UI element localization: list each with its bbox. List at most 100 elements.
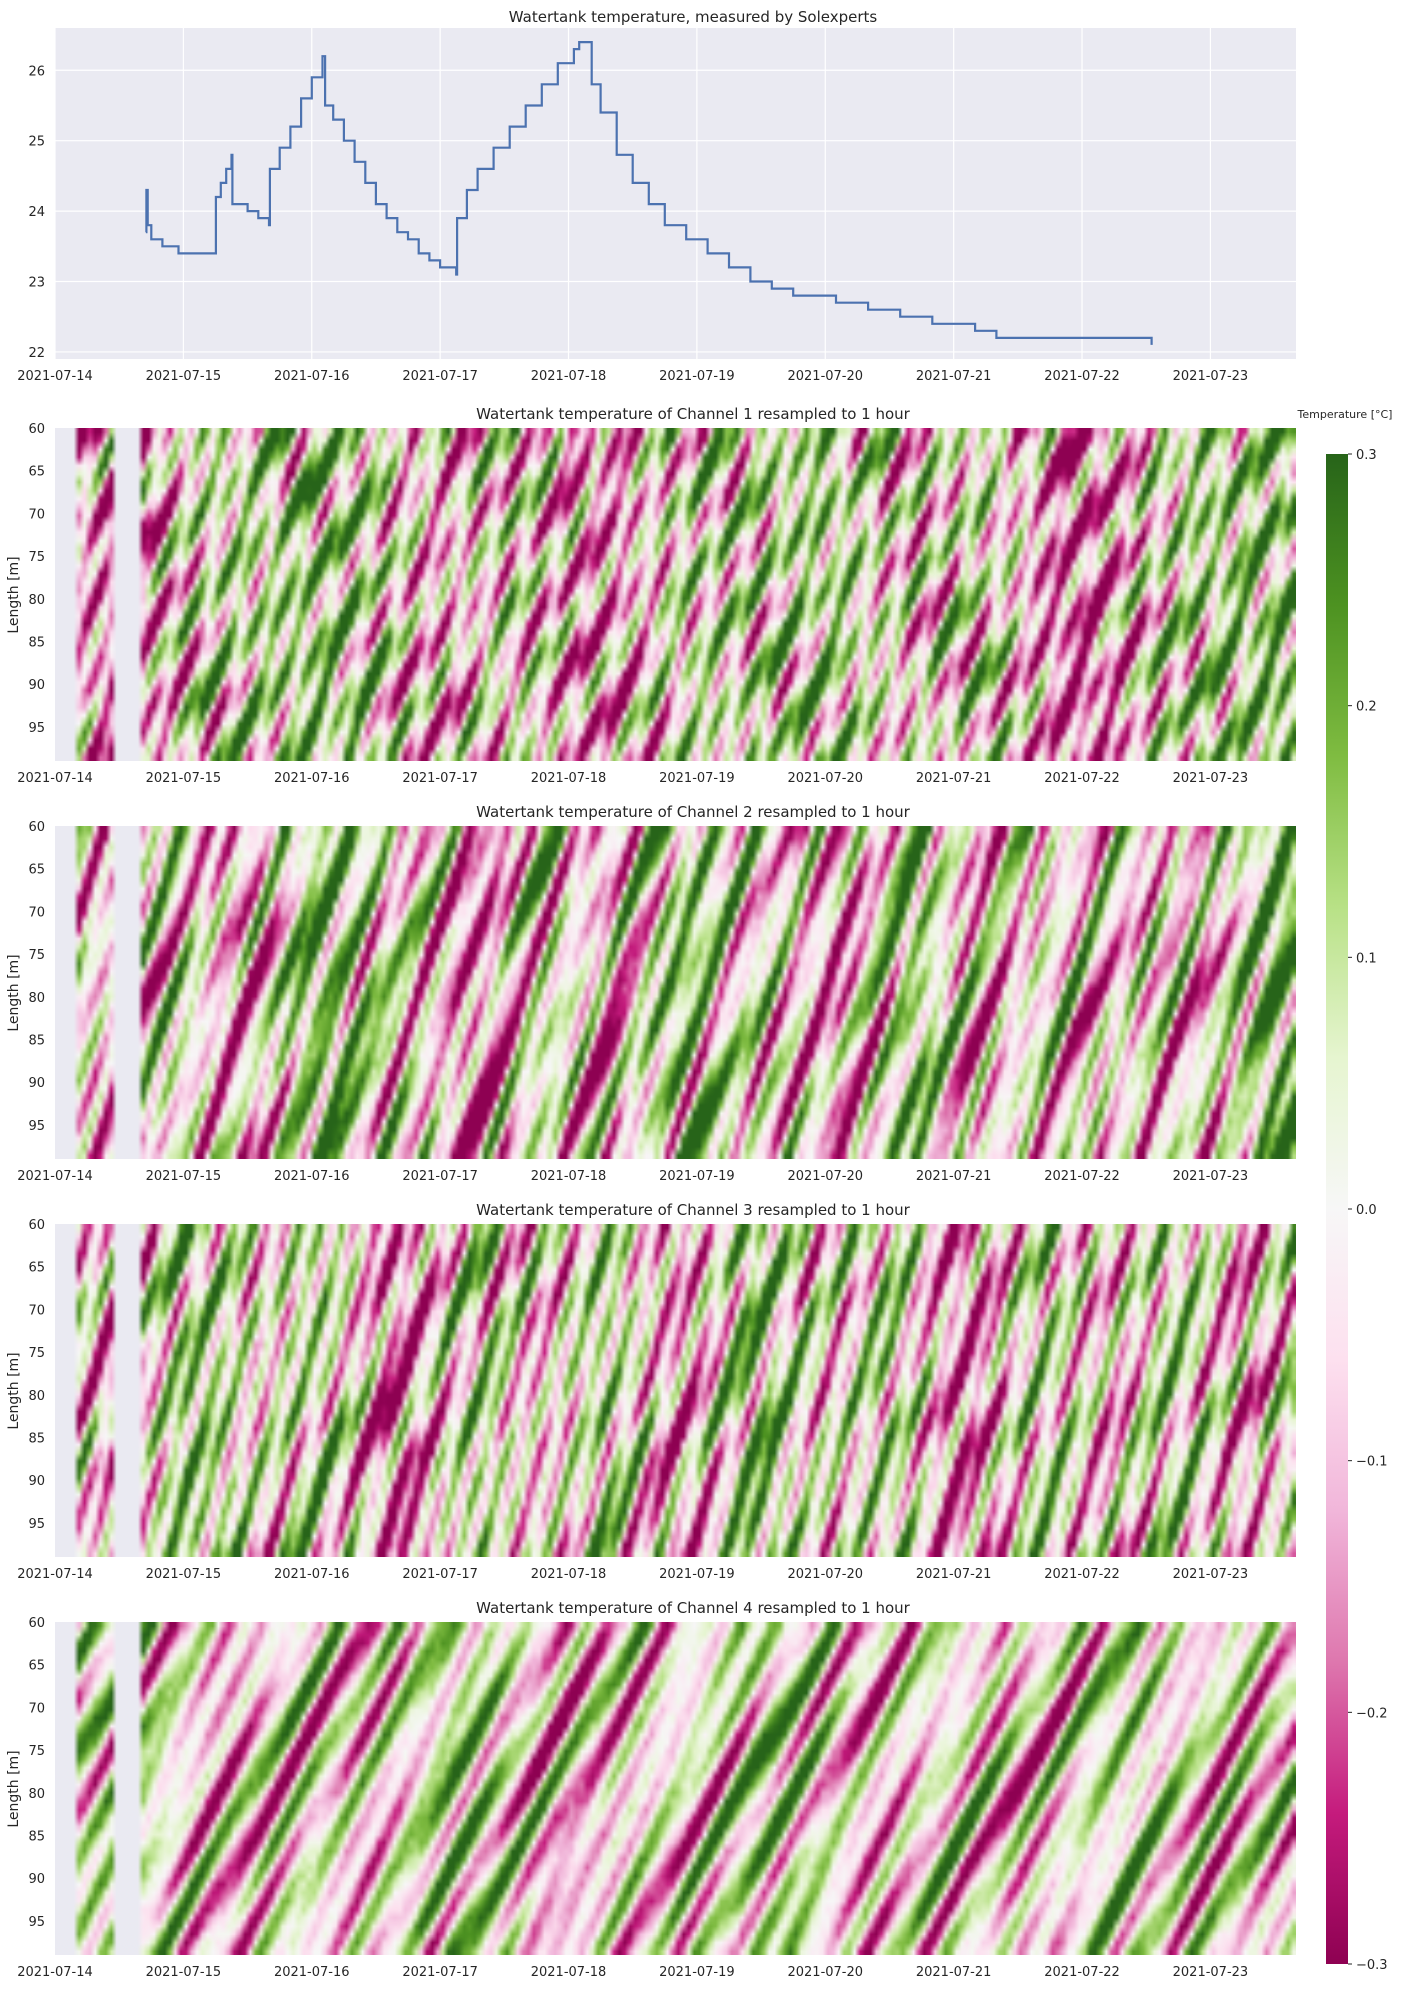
- series-line: [145, 41, 1153, 345]
- heatmap-4-title: Watertank temperature of Channel 4 resam…: [476, 1599, 911, 1617]
- x-tick-label: 2021-07-20: [787, 1169, 863, 1184]
- x-tick-label: 2021-07-19: [659, 1169, 735, 1184]
- heatmap-image: [55, 1224, 1296, 1557]
- y-tick-label: 70: [28, 905, 45, 920]
- x-tick-label: 2021-07-16: [274, 369, 350, 384]
- x-tick-label: 2021-07-21: [916, 771, 992, 786]
- x-tick-label: 2021-07-19: [659, 1965, 735, 1980]
- x-tick-label: 2021-07-14: [17, 369, 93, 384]
- x-tick-label: 2021-07-15: [146, 1169, 222, 1184]
- line-chart-y-ticks: 22 23 24 25 26: [28, 64, 45, 361]
- x-tick-label: 2021-07-19: [659, 771, 735, 786]
- line-chart-x-ticks: 2021-07-14 2021-07-15 2021-07-16 2021-07-17…: [17, 369, 1248, 384]
- x-tick-label: 2021-07-16: [274, 1169, 350, 1184]
- colorbar-label: Temperature [°C]: [1297, 408, 1393, 421]
- y-tick-label: 85: [28, 1033, 45, 1048]
- x-tick-label: 2021-07-14: [17, 1567, 93, 1582]
- y-tick-label: 25: [28, 135, 45, 150]
- y-tick-label: 65: [28, 465, 45, 480]
- colorbar-tick-label: −0.3: [1356, 1958, 1388, 1973]
- y-tick-label: 90: [28, 1474, 45, 1489]
- y-tick-label: 70: [28, 1701, 45, 1716]
- heatmap-1-title: Watertank temperature of Channel 1 resam…: [476, 405, 911, 423]
- colorbar-ticks: 0.3 0.2 0.1 0.0 −0.1 −0.2 −0.3: [1348, 448, 1388, 1973]
- y-tick-label: 75: [28, 1346, 45, 1361]
- x-tick-label: 2021-07-20: [787, 1567, 863, 1582]
- x-tick-label: 2021-07-16: [274, 1567, 350, 1582]
- x-tick-label: 2021-07-23: [1173, 1169, 1249, 1184]
- x-tick-label: 2021-07-14: [17, 1169, 93, 1184]
- y-tick-label: 85: [28, 1431, 45, 1446]
- y-tick-label: 90: [28, 1872, 45, 1887]
- y-tick-label: 65: [28, 1261, 45, 1276]
- heatmap-channel-3: Watertank temperature of Channel 3 resam…: [6, 1201, 1296, 1582]
- line-chart-plot-area: [55, 28, 1296, 359]
- x-tick-label: 2021-07-22: [1044, 1965, 1120, 1980]
- line-chart-grid: [54, 28, 1296, 359]
- x-tick-label: 2021-07-21: [916, 1965, 992, 1980]
- y-tick-label: 85: [28, 635, 45, 650]
- heatmap-2-ylabel: Length [m]: [6, 954, 22, 1031]
- x-tick-label: 2021-07-19: [659, 1567, 735, 1582]
- y-tick-label: 90: [28, 678, 45, 693]
- heatmap-channel-1: Watertank temperature of Channel 1 resam…: [6, 405, 1296, 786]
- colorbar-gradient: [1326, 454, 1348, 1964]
- line-chart-title: Watertank temperature, measured by Solex…: [509, 8, 878, 26]
- y-tick-label: 85: [28, 1829, 45, 1844]
- y-tick-label: 75: [28, 550, 45, 565]
- x-tick-label: 2021-07-21: [916, 1169, 992, 1184]
- y-tick-label: 60: [28, 1616, 45, 1631]
- x-tick-label: 2021-07-20: [787, 771, 863, 786]
- y-tick-label: 95: [28, 1915, 45, 1930]
- x-tick-label: 2021-07-22: [1044, 1169, 1120, 1184]
- y-tick-label: 75: [28, 948, 45, 963]
- x-tick-label: 2021-07-16: [274, 771, 350, 786]
- x-tick-label: 2021-07-22: [1044, 771, 1120, 786]
- colorbar-tick-label: −0.1: [1356, 1455, 1388, 1470]
- x-tick-label: 2021-07-21: [916, 369, 992, 384]
- y-tick-label: 80: [28, 593, 45, 608]
- heatmap-1-ylabel: Length [m]: [6, 556, 22, 633]
- colorbar-tick-label: −0.2: [1356, 1706, 1388, 1721]
- colorbar-tick-label: 0.0: [1356, 1203, 1377, 1218]
- x-tick-label: 2021-07-22: [1044, 1567, 1120, 1582]
- heatmap-2-title: Watertank temperature of Channel 2 resam…: [476, 803, 911, 821]
- y-tick-label: 60: [28, 422, 45, 437]
- x-tick-label: 2021-07-23: [1173, 1965, 1249, 1980]
- x-tick-label: 2021-07-23: [1173, 369, 1249, 384]
- x-tick-label: 2021-07-18: [531, 1169, 607, 1184]
- x-tick-label: 2021-07-20: [787, 1965, 863, 1980]
- y-tick-label: 26: [28, 64, 45, 79]
- heatmap-channel-4: Watertank temperature of Channel 4 resam…: [6, 1599, 1296, 1980]
- x-tick-label: 2021-07-18: [531, 1567, 607, 1582]
- y-tick-label: 65: [28, 1659, 45, 1674]
- x-tick-label: 2021-07-23: [1173, 771, 1249, 786]
- line-chart: Watertank temperature, measured by Solex…: [17, 8, 1296, 384]
- x-tick-label: 2021-07-23: [1173, 1567, 1249, 1582]
- x-tick-label: 2021-07-18: [531, 1965, 607, 1980]
- y-tick-label: 22: [28, 346, 45, 361]
- y-tick-label: 60: [28, 1218, 45, 1233]
- y-tick-label: 23: [28, 276, 45, 291]
- x-tick-label: 2021-07-15: [146, 1965, 222, 1980]
- y-tick-label: 70: [28, 1303, 45, 1318]
- y-tick-label: 75: [28, 1744, 45, 1759]
- heatmap-channel-2: Watertank temperature of Channel 2 resam…: [6, 803, 1296, 1184]
- heatmap-4-ylabel: Length [m]: [6, 1750, 22, 1827]
- y-tick-label: 60: [28, 820, 45, 835]
- x-tick-label: 2021-07-17: [402, 1567, 478, 1582]
- x-tick-label: 2021-07-17: [402, 771, 478, 786]
- x-tick-label: 2021-07-19: [659, 369, 735, 384]
- y-tick-label: 95: [28, 1119, 45, 1134]
- colorbar-tick-label: 0.3: [1356, 448, 1377, 463]
- y-tick-label: 80: [28, 1389, 45, 1404]
- y-tick-label: 65: [28, 863, 45, 878]
- x-tick-label: 2021-07-16: [274, 1965, 350, 1980]
- x-tick-label: 2021-07-22: [1044, 369, 1120, 384]
- colorbar-tick-label: 0.1: [1356, 951, 1377, 966]
- y-tick-label: 70: [28, 507, 45, 522]
- heatmap-image: [55, 1622, 1296, 1955]
- x-tick-label: 2021-07-14: [17, 1965, 93, 1980]
- heatmap-image: [55, 428, 1296, 761]
